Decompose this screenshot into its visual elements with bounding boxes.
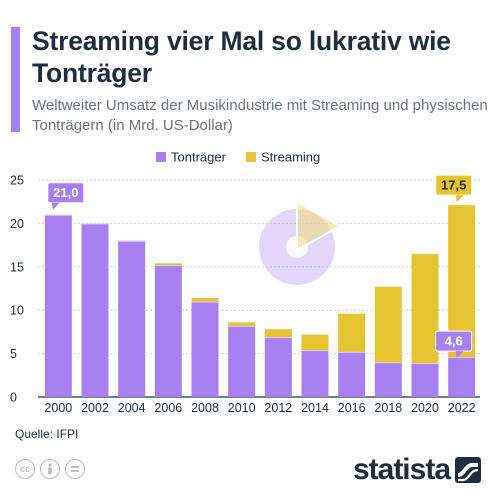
license-icons: cc	[15, 459, 85, 479]
title-accent-bar	[11, 27, 20, 132]
chart-subtitle: Weltweiter Umsatz der Musikindustrie mit…	[32, 97, 488, 134]
bar-streaming-2016	[338, 313, 366, 352]
y-tick-label: 15	[10, 260, 24, 274]
legend-label: Streaming	[261, 150, 320, 165]
x-tick-label: 2022	[448, 401, 476, 415]
no-derivatives-icon	[65, 459, 85, 479]
annotation-label-2000: 21,0	[53, 185, 78, 200]
annotation-box-2000	[47, 182, 85, 204]
bar-physical-2004	[118, 240, 146, 397]
bar-streaming-2014	[301, 334, 329, 351]
bar-physical-2012	[264, 337, 292, 397]
x-tick-label: 2012	[264, 401, 292, 415]
watermark-play-icon	[296, 200, 343, 252]
x-tick-label: 2002	[81, 401, 109, 415]
cc-icon: cc	[15, 459, 35, 479]
bar-streaming-2006	[154, 263, 182, 266]
x-tick-label: 2020	[411, 401, 439, 415]
annotation-pointer	[455, 195, 464, 203]
y-tick-label: 25	[10, 174, 24, 188]
bar-physical-2022	[448, 357, 476, 397]
bar-physical-2018	[374, 362, 402, 397]
x-tick-label: 2014	[301, 401, 329, 415]
statista-logo-icon	[455, 457, 481, 483]
bar-physical-2008	[191, 301, 219, 397]
annotation-label-2022: 4,6	[445, 334, 463, 349]
chart-title: Streaming vier Mal so lukrativ wie Tontr…	[32, 26, 451, 88]
bar-streaming-2020	[411, 253, 439, 364]
x-tick-label: 2006	[154, 401, 182, 415]
legend-label: Tonträger	[171, 150, 227, 165]
bar-physical-2014	[301, 350, 329, 397]
bar-streaming-2018	[374, 286, 402, 363]
bar-streaming-2012	[264, 329, 292, 338]
bar-physical-2010	[228, 325, 256, 397]
y-tick-label: 5	[10, 347, 17, 361]
annotation-pointer	[455, 351, 464, 359]
legend-swatch-physical	[156, 152, 166, 162]
source-note: Quelle: IFPI	[15, 427, 79, 441]
bar-physical-2020	[411, 363, 439, 397]
bar-physical-2016	[338, 351, 366, 397]
statista-logo: statista	[353, 453, 481, 487]
x-tick-label: 2000	[44, 401, 72, 415]
x-tick-label: 2016	[338, 401, 366, 415]
stacked-bar-chart: Tonträger Streaming 0 5 10 15 20 25 2000 2002 2004…	[10, 150, 480, 415]
bar-streaming-2008	[191, 298, 219, 302]
bar-streaming-2010	[228, 322, 256, 326]
attribution-icon	[40, 459, 60, 479]
annotation-pointer	[51, 202, 60, 210]
y-tick-label: 20	[10, 217, 24, 231]
annotation-box-2022	[435, 330, 473, 352]
legend-swatch-streaming	[246, 152, 256, 162]
x-tick-label: 2018	[374, 401, 402, 415]
annotation-box-2022	[435, 174, 473, 196]
bar-physical-2002	[81, 223, 109, 397]
y-tick-label: 10	[10, 304, 24, 318]
x-tick-label: 2008	[191, 401, 219, 415]
brand-name: statista	[352, 453, 451, 486]
x-tick-label: 2010	[228, 401, 256, 415]
y-tick-label: 0	[10, 391, 17, 405]
annotation-label-2022: 17,5	[441, 178, 466, 193]
x-tick-label: 2004	[118, 401, 146, 415]
bar-physical-2006	[154, 265, 182, 397]
bar-physical-2000	[44, 214, 72, 397]
